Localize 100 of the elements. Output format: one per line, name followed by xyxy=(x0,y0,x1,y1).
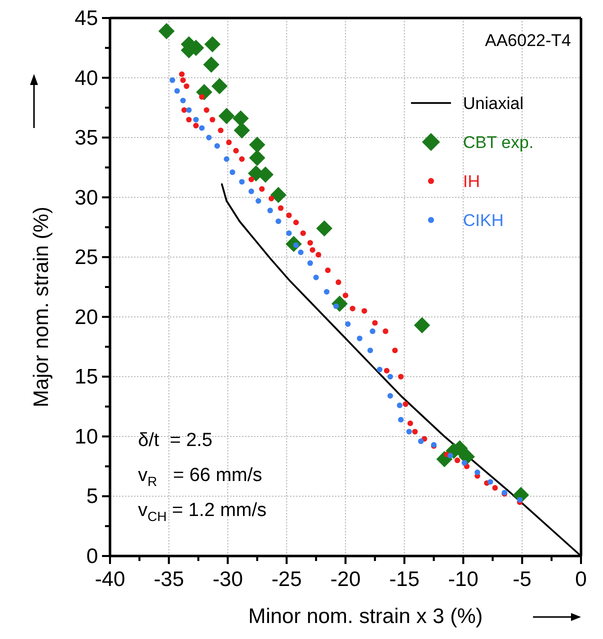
point xyxy=(392,348,398,354)
x-tick-label: -35 xyxy=(154,568,184,591)
y-tick-label: 35 xyxy=(74,126,98,150)
point xyxy=(193,122,199,128)
point xyxy=(298,250,304,256)
point xyxy=(398,416,404,423)
point xyxy=(324,288,330,295)
y-axis-title: Major nom. strain (%) xyxy=(30,206,53,408)
point xyxy=(206,134,212,140)
y-tick-label: 45 xyxy=(74,7,98,30)
legend-label: CIKH xyxy=(463,211,504,230)
x-tick-label: -5 xyxy=(512,568,532,591)
point xyxy=(270,186,286,204)
legend-label: Uniaxial xyxy=(463,94,524,113)
legend-label: IH xyxy=(463,172,480,191)
point xyxy=(204,36,221,52)
point xyxy=(180,77,186,83)
point xyxy=(350,306,356,312)
x-tick-label: -10 xyxy=(448,568,478,591)
point xyxy=(259,186,265,192)
point xyxy=(382,328,388,334)
point xyxy=(249,136,266,153)
point xyxy=(362,308,368,314)
y-tick-label: 30 xyxy=(74,186,98,210)
point xyxy=(218,128,224,134)
point xyxy=(447,452,454,458)
point xyxy=(278,205,284,211)
point xyxy=(256,198,262,204)
point xyxy=(367,348,374,354)
point xyxy=(186,107,192,113)
point xyxy=(204,107,210,113)
point xyxy=(462,460,468,466)
point xyxy=(218,108,235,124)
y-tick-label: 40 xyxy=(74,66,98,90)
point xyxy=(248,176,254,182)
point xyxy=(232,110,249,127)
legend-label: CBT exp. xyxy=(463,133,534,152)
point xyxy=(249,150,266,166)
point xyxy=(325,267,331,274)
point xyxy=(387,392,394,399)
point xyxy=(184,83,190,89)
point xyxy=(234,122,250,138)
x-tick-label: -25 xyxy=(271,568,302,591)
annotation: v$_{CH}$ = 1.2 mm/s xyxy=(138,500,266,524)
point xyxy=(293,220,299,226)
point xyxy=(230,169,236,176)
point xyxy=(313,274,319,280)
point xyxy=(398,374,404,380)
point xyxy=(376,366,382,372)
point xyxy=(214,143,220,149)
point xyxy=(286,230,292,236)
point xyxy=(276,218,282,224)
x-tick-label: 0 xyxy=(575,568,587,591)
y-tick-label: 10 xyxy=(74,425,98,448)
x-tick-label: -30 xyxy=(212,568,243,591)
point xyxy=(199,125,205,131)
point xyxy=(454,458,460,464)
x-axis-title: Minor nom. strain x 3 (%) xyxy=(248,605,483,628)
point xyxy=(199,94,205,100)
point xyxy=(474,470,480,476)
point xyxy=(179,71,185,77)
point xyxy=(224,156,230,162)
y-tick-label: 0 xyxy=(86,545,98,568)
x-tick-label: -20 xyxy=(330,568,361,591)
point xyxy=(211,78,228,94)
point xyxy=(181,107,187,113)
point xyxy=(268,196,274,202)
point xyxy=(248,188,254,194)
point xyxy=(414,317,430,334)
point xyxy=(488,479,494,485)
point xyxy=(307,240,313,246)
point xyxy=(310,247,316,253)
x-tick-label: -40 xyxy=(94,568,126,591)
point xyxy=(412,428,418,434)
point xyxy=(174,88,180,94)
point xyxy=(396,402,402,408)
point xyxy=(180,98,186,104)
point xyxy=(402,401,408,407)
y-tick-label: 15 xyxy=(74,366,98,389)
annotation: δ/t = 2.5 xyxy=(138,430,212,451)
point xyxy=(384,368,390,374)
point xyxy=(336,279,342,286)
point xyxy=(406,428,412,434)
point xyxy=(418,438,424,444)
point xyxy=(458,448,475,465)
point xyxy=(316,220,332,237)
point xyxy=(203,56,220,73)
point xyxy=(356,336,362,342)
y-tick-label: 5 xyxy=(86,485,98,508)
point xyxy=(170,77,176,83)
point xyxy=(233,148,239,154)
y-tick-label: 20 xyxy=(74,306,98,329)
point xyxy=(210,116,216,122)
point xyxy=(239,156,245,162)
point xyxy=(267,208,273,214)
point xyxy=(226,140,232,146)
point xyxy=(316,252,322,258)
point xyxy=(372,320,378,326)
point xyxy=(158,23,175,40)
x-tick-label: -15 xyxy=(389,568,420,591)
